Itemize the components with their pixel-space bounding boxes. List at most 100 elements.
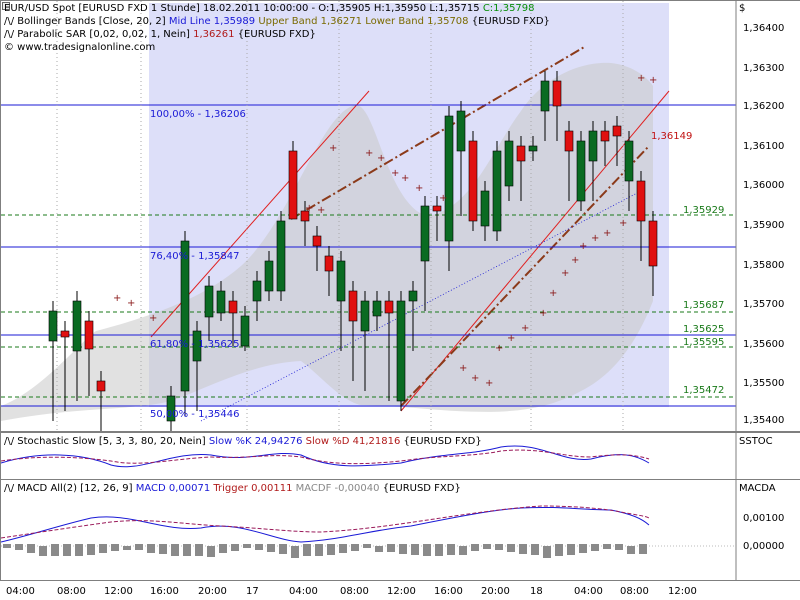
- macd-bar: [123, 546, 131, 550]
- macd-bar: [483, 544, 491, 549]
- legend-line-2: /\/ Bollinger Bands [Close, 20, 2] Mid L…: [4, 15, 550, 28]
- macd-svg: [1, 480, 737, 580]
- legend-sar-value: 1,36261: [193, 29, 235, 40]
- sar-dot: +: [591, 233, 599, 244]
- stochastic-svg: [1, 433, 737, 479]
- x-tick: 04:00: [574, 586, 603, 597]
- macd-bar: [15, 544, 23, 550]
- macd-bar: [459, 546, 467, 555]
- macd-line: [1, 506, 650, 543]
- candle-down: [552, 80, 562, 107]
- macd-pane[interactable]: /\/ MACD All(2) [12, 26, 9] MACD 0,00071…: [0, 479, 800, 581]
- macd-bar: [111, 544, 119, 551]
- macd-bar: [231, 544, 239, 551]
- macd-bar: [363, 544, 371, 548]
- candle-down: [84, 320, 94, 350]
- macd-bar: [51, 544, 59, 556]
- candle-up: [396, 300, 406, 402]
- sar-dot: +: [365, 148, 373, 159]
- macd-bar: [267, 544, 275, 552]
- candle-up: [444, 115, 454, 242]
- parabolic-sar-dots: + +++ ++ + ++ +++++ ++++++++++ +++ +: [113, 73, 657, 389]
- level-label: 1,35625: [683, 324, 725, 335]
- macd-bar: [639, 544, 647, 554]
- candle-up: [456, 110, 466, 152]
- macd-label: /\/ MACD All(2) [12, 26, 9]: [4, 483, 133, 494]
- fib-label-50: 50,00% - 1,35446: [150, 409, 240, 420]
- macd-bar: [255, 544, 263, 550]
- x-tick: 04:00: [289, 586, 318, 597]
- x-tick: 12:00: [104, 586, 133, 597]
- x-tick: 04:00: [6, 586, 35, 597]
- candle-down: [96, 380, 106, 392]
- macd-bar: [315, 544, 323, 556]
- price-tick: 1,35400: [743, 415, 785, 426]
- level-label: 1,35472: [683, 385, 725, 396]
- macd-bar: [519, 544, 527, 554]
- macd-bar: [291, 546, 299, 558]
- macd-histogram: [3, 544, 647, 558]
- sar-dot: +: [401, 173, 409, 184]
- price-tick: 1,36100: [743, 141, 785, 152]
- macd-bar: [567, 544, 575, 555]
- red-level-label: 1,36149: [651, 131, 693, 142]
- candle-up: [528, 145, 538, 152]
- candle-up: [48, 310, 58, 342]
- sar-dot: +: [637, 73, 645, 84]
- candle-down: [600, 130, 610, 142]
- sar-dot: +: [459, 363, 467, 374]
- price-chart-pane[interactable]: + + + + + + + + + + + + + + + + + + + + + + + + + + + + EUR/USD Spo…: [0, 0, 800, 432]
- macd-bar: [39, 546, 47, 556]
- candle-up: [420, 205, 430, 262]
- price-tick: 1,36400: [743, 23, 785, 34]
- candle-up: [504, 140, 514, 187]
- candlesticks: [48, 71, 658, 431]
- candle-up: [166, 395, 176, 422]
- candle-up: [180, 240, 190, 392]
- x-tick: 08:00: [57, 586, 86, 597]
- sar-dot: +: [439, 193, 447, 204]
- sar-dot: +: [549, 288, 557, 299]
- macd-bar: [615, 544, 623, 550]
- macd-macdf: MACDF -0,00040: [295, 483, 380, 494]
- candle-up: [624, 140, 634, 182]
- dashed-trend-upper: [290, 45, 587, 220]
- stoch-source: {EURUSD FXD}: [403, 436, 482, 447]
- candle-up: [204, 285, 214, 318]
- price-tick: 1,35500: [743, 378, 785, 389]
- candle-down: [324, 255, 334, 272]
- sar-dot: +: [619, 218, 627, 229]
- x-tick: 08:00: [340, 586, 369, 597]
- candle-up: [480, 190, 490, 227]
- macd-bar: [339, 544, 347, 553]
- macd-bar: [159, 544, 167, 554]
- x-tick: 20:00: [481, 586, 510, 597]
- x-tick: 16:00: [434, 586, 463, 597]
- macd-bar: [447, 544, 455, 555]
- stochastic-pane[interactable]: /\/ Stochastic Slow [5, 3, 3, 80, 20, Ne…: [0, 432, 800, 480]
- candle-down: [636, 180, 646, 222]
- sar-dot: +: [561, 268, 569, 279]
- macd-bar: [399, 544, 407, 554]
- level-label: 1,35687: [683, 300, 725, 311]
- candle-down: [516, 145, 526, 162]
- candle-up: [492, 150, 502, 232]
- legend-upper: Upper Band 1,36271: [258, 16, 362, 27]
- macd-bar: [327, 544, 335, 555]
- legend-sar-source: {EURUSD FXD}: [237, 29, 316, 40]
- sar-dot: +: [507, 333, 515, 344]
- price-tick: 1,36300: [743, 63, 785, 74]
- candle-up: [240, 315, 250, 347]
- macd-bar: [471, 544, 479, 551]
- candle-down: [612, 125, 622, 137]
- candle-down: [60, 330, 70, 338]
- sar-dot: +: [305, 203, 313, 214]
- pane-menu-icon[interactable]: [2, 2, 10, 10]
- level-label: 1,35595: [683, 337, 725, 348]
- candle-up: [372, 300, 382, 317]
- legend-close: C:1,35798: [482, 3, 535, 14]
- candle-up: [576, 140, 586, 202]
- candle-up: [540, 80, 550, 112]
- candle-down: [228, 300, 238, 314]
- macd-bar: [75, 544, 83, 556]
